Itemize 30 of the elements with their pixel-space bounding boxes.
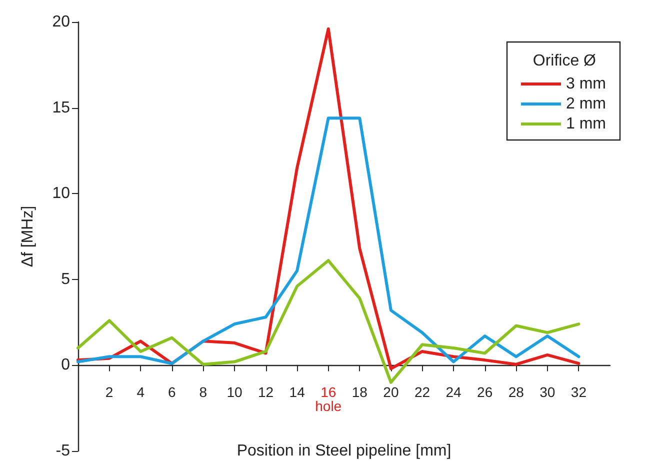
y-tick-label: 15 bbox=[52, 99, 70, 116]
legend-label: 2 mm bbox=[566, 96, 606, 112]
x-tick-label: 4 bbox=[136, 384, 145, 400]
x-tick-label: 10 bbox=[226, 384, 242, 400]
x-tick-label: 26 bbox=[477, 384, 493, 400]
x-tick-label: 30 bbox=[540, 384, 556, 400]
legend-title: Orifice Ø bbox=[532, 52, 596, 70]
x-tick-label: 16 hole bbox=[315, 384, 342, 414]
y-tick-label: 0 bbox=[61, 356, 70, 374]
legend-label: 1 mm bbox=[566, 116, 606, 132]
x-tick-label: 12 bbox=[258, 384, 274, 400]
x-tick-label: 14 bbox=[289, 384, 306, 400]
x-tick-label: 18 bbox=[352, 384, 368, 400]
x-tick-label: 22 bbox=[414, 384, 430, 400]
y-tick-label: 10 bbox=[52, 185, 70, 202]
y-tick-label: 5 bbox=[61, 270, 70, 288]
x-tick-label: 20 bbox=[383, 384, 399, 400]
x-axis-title: Position in Steel pipeline [mm] bbox=[236, 442, 452, 460]
line-series bbox=[76, 116, 580, 365]
x-tick-label: 6 bbox=[168, 384, 176, 400]
y-tick-label: -5 bbox=[56, 442, 70, 460]
y-axis-title: Δf [MHz] bbox=[20, 206, 36, 268]
y-tick-label: 20 bbox=[52, 14, 70, 30]
legend-label: 3 mm bbox=[566, 76, 606, 92]
x-tick-label: 2 bbox=[105, 384, 114, 400]
line-series bbox=[76, 259, 580, 384]
x-tick-label: 8 bbox=[199, 384, 208, 400]
x-tick-label: 32 bbox=[570, 384, 587, 400]
x-tick-label: 28 bbox=[508, 384, 524, 400]
x-tick-label: 24 bbox=[446, 384, 462, 400]
